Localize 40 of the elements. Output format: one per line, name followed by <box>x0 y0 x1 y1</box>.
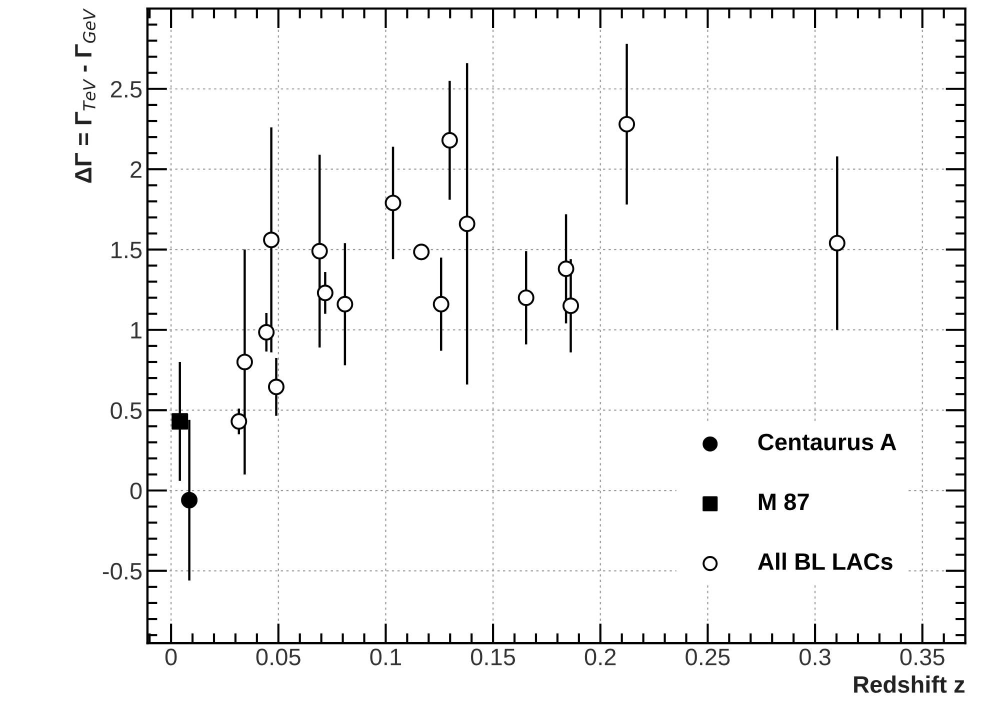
point <box>562 298 580 314</box>
x-tick-label: 0.3 <box>800 648 830 666</box>
y-tick-label: 0.5 <box>110 402 142 419</box>
point <box>413 244 430 260</box>
y-tick-label: 1 <box>131 322 142 338</box>
point <box>181 492 198 508</box>
point <box>336 296 354 312</box>
point <box>458 216 476 232</box>
legend-label: All BL LACs <box>758 552 892 570</box>
point <box>384 194 402 212</box>
legend-label: M 87 <box>758 493 809 510</box>
point <box>828 234 846 252</box>
point <box>618 116 636 132</box>
x-tick-label: 0.2 <box>584 648 616 666</box>
point <box>432 296 450 312</box>
point <box>311 242 328 260</box>
point <box>268 378 285 396</box>
point <box>258 324 275 341</box>
y-axis-title: ΔΓ = Γ$_{TeV}$ - Γ$_{GeV}$ <box>75 8 96 183</box>
point <box>236 354 253 370</box>
legend-label: Centaurus A <box>758 434 896 450</box>
x-tick-label: 0.05 <box>256 648 300 666</box>
point <box>518 289 534 306</box>
y-tick-label: 1.5 <box>112 242 142 258</box>
point <box>263 232 280 248</box>
point <box>441 132 458 149</box>
x-tick-label: 0 <box>165 648 177 666</box>
y-tick-label: 0 <box>130 482 142 500</box>
point <box>172 413 188 430</box>
y-tick-label: 2 <box>130 161 142 178</box>
x-axis-title: Redshift z <box>854 676 964 693</box>
x-tick-label: 0.1 <box>370 648 401 666</box>
point <box>230 413 248 430</box>
y-tick-label: -0.5 <box>102 562 142 580</box>
point <box>558 260 574 278</box>
x-tick-label: 0.25 <box>686 648 730 666</box>
x-tick-label: 0.35 <box>900 648 944 666</box>
point <box>316 284 334 302</box>
x-tick-label: 0.15 <box>471 648 516 666</box>
y-tick-label: 2.5 <box>110 80 142 98</box>
